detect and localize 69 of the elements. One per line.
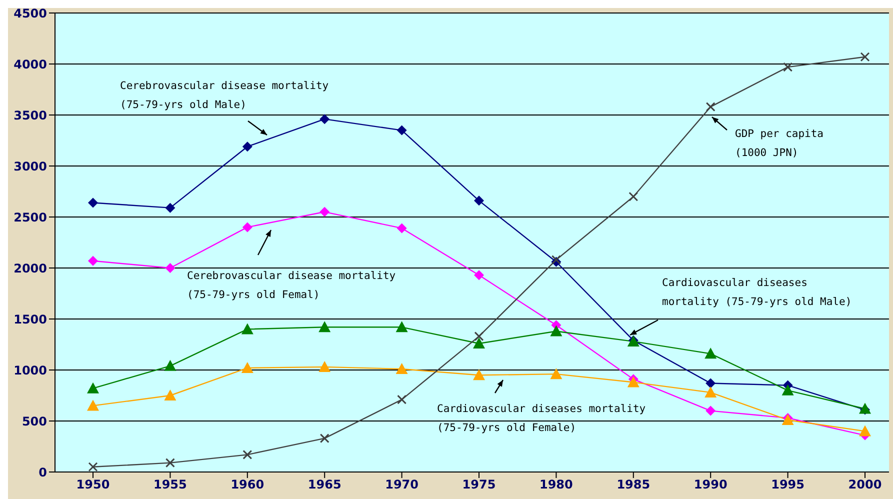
point bbox=[782, 384, 794, 396]
point bbox=[396, 223, 407, 234]
point bbox=[242, 142, 252, 152]
point bbox=[860, 52, 870, 62]
annotation: GDP per capita (1000 JPN) bbox=[735, 128, 824, 159]
x-tick-label: 1950 bbox=[76, 478, 110, 492]
point bbox=[164, 390, 176, 400]
y-tick-label: 3500 bbox=[14, 108, 47, 122]
x-tick-label: 1960 bbox=[230, 478, 264, 492]
point bbox=[320, 434, 330, 444]
point bbox=[474, 270, 484, 280]
point bbox=[706, 102, 716, 112]
point bbox=[783, 62, 793, 72]
point bbox=[165, 458, 175, 468]
y-tick-label: 4000 bbox=[14, 57, 47, 72]
annotation: Cerebrovascular disease mortality (75-79-yrs old Femal) bbox=[187, 270, 396, 301]
point bbox=[474, 332, 484, 342]
point bbox=[241, 323, 254, 334]
x-tick-label: 1990 bbox=[694, 478, 728, 492]
point bbox=[706, 406, 716, 416]
y-tick-label: 1500 bbox=[14, 312, 47, 326]
point bbox=[627, 376, 640, 388]
point bbox=[474, 196, 484, 206]
point bbox=[320, 114, 330, 124]
point bbox=[241, 362, 254, 373]
point bbox=[242, 450, 252, 460]
y-tick-label: 500 bbox=[22, 414, 47, 428]
point bbox=[396, 362, 408, 374]
point bbox=[473, 369, 485, 380]
point bbox=[242, 222, 252, 232]
point bbox=[396, 321, 408, 332]
point bbox=[88, 198, 98, 208]
y-tick-label: 2000 bbox=[14, 261, 47, 276]
x-tick-label: 1975 bbox=[462, 478, 496, 492]
point bbox=[88, 462, 98, 472]
point bbox=[704, 386, 717, 398]
point bbox=[320, 206, 330, 217]
annotation: Cerebrovascular disease mortality (75-79-yrs old Male) bbox=[120, 80, 329, 111]
point bbox=[318, 360, 331, 372]
y-tick-label: 4500 bbox=[14, 6, 47, 20]
point bbox=[628, 192, 638, 202]
x-tick-label: 1970 bbox=[385, 478, 419, 492]
x-tick-label: 1980 bbox=[539, 478, 573, 492]
point bbox=[550, 325, 562, 336]
point bbox=[88, 256, 98, 266]
point bbox=[704, 348, 717, 359]
x-tick-label: 1985 bbox=[616, 478, 650, 492]
point bbox=[859, 425, 871, 436]
y-tick-label: 1000 bbox=[14, 363, 47, 378]
point bbox=[318, 321, 331, 332]
point bbox=[87, 400, 99, 411]
y-tick-label: 3000 bbox=[14, 159, 47, 174]
y-tick-label: 0 bbox=[38, 465, 47, 480]
annotation: Cardiovascular diseases mortality (75-79-yrs old Male) bbox=[662, 277, 852, 308]
point bbox=[397, 394, 407, 404]
annotation: Cardiovascular diseases mortality (75-79-yrs old Female) bbox=[437, 403, 646, 434]
point bbox=[165, 263, 176, 273]
point bbox=[87, 382, 99, 394]
point bbox=[473, 337, 485, 348]
x-tick-label: 1955 bbox=[153, 478, 187, 492]
x-tick-label: 1995 bbox=[771, 478, 805, 492]
y-tick-label: 2500 bbox=[14, 210, 47, 224]
point bbox=[550, 368, 562, 380]
x-tick-label: 2000 bbox=[848, 478, 882, 492]
point bbox=[706, 378, 716, 388]
point bbox=[396, 125, 407, 136]
point bbox=[165, 202, 176, 213]
x-tick-label: 1965 bbox=[308, 478, 342, 492]
point bbox=[164, 360, 176, 371]
